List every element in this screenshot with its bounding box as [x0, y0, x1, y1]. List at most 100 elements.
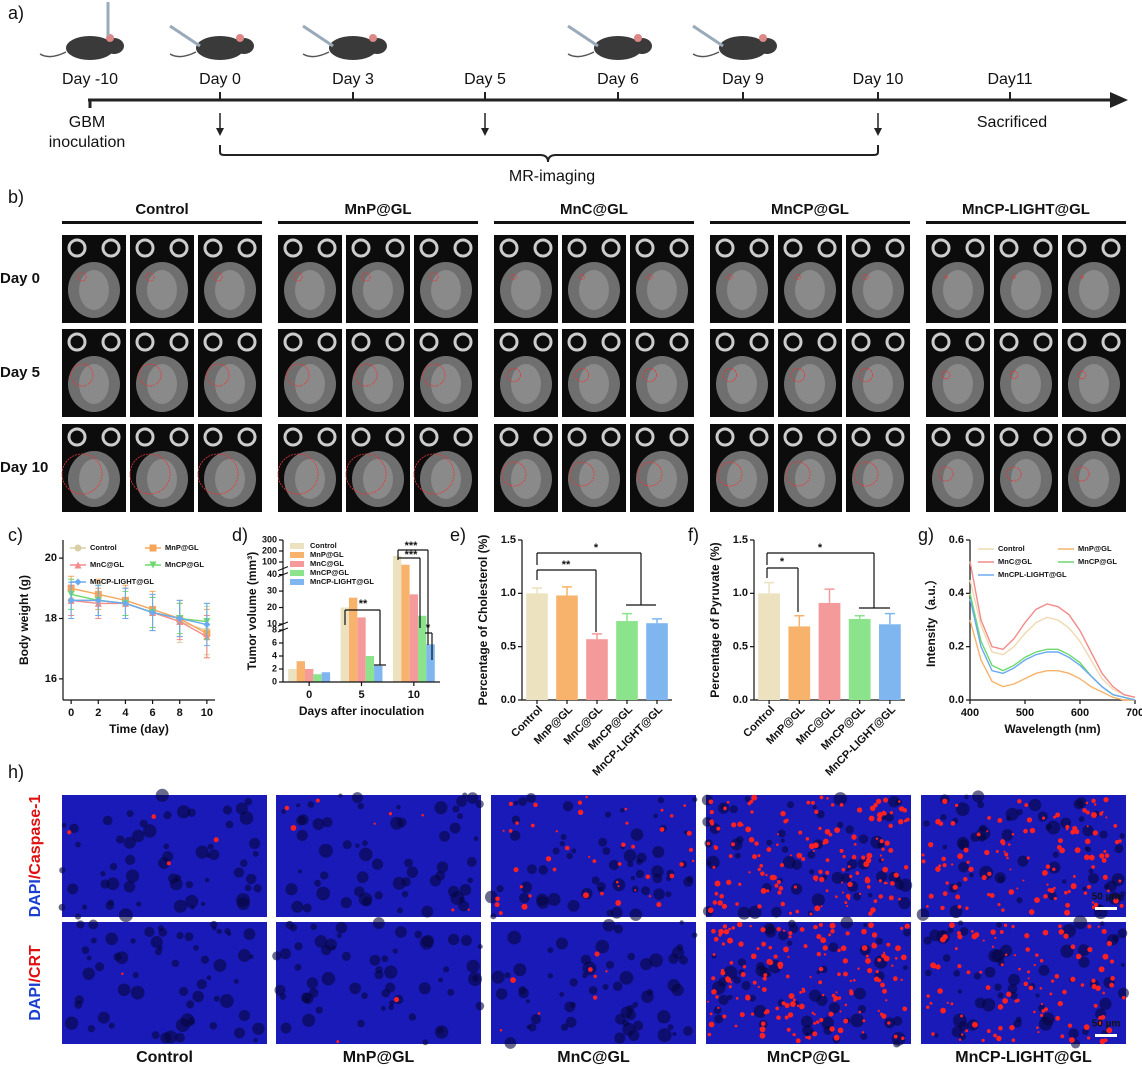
red-signal	[812, 875, 819, 881]
dark-spot	[136, 901, 142, 907]
red-signal	[1102, 874, 1108, 880]
red-signal	[950, 821, 956, 826]
red-signal	[837, 996, 842, 1000]
dark-spot	[808, 989, 822, 1002]
mri-eye	[715, 332, 735, 352]
dark-spot	[640, 958, 653, 971]
y-tick-label: 16	[45, 673, 57, 685]
red-signal	[752, 980, 757, 985]
red-signal	[991, 945, 995, 948]
red-signal	[290, 825, 297, 831]
red-signal	[873, 899, 878, 903]
red-signal	[739, 1012, 745, 1018]
red-signal	[451, 908, 455, 912]
tumor-outline	[354, 363, 378, 387]
tumor-outline	[723, 367, 738, 382]
mri-brain-core	[79, 459, 109, 499]
dark-spot	[310, 923, 317, 931]
legend-label: MnCP@GL	[310, 568, 349, 577]
red-signal	[1106, 1027, 1113, 1034]
dark-spot	[841, 873, 851, 883]
legend-label: Control	[90, 543, 117, 552]
legend-swatch	[290, 552, 304, 558]
mri-eye	[351, 238, 371, 258]
red-signal	[942, 798, 948, 805]
imaging-bracket	[219, 145, 879, 163]
mri-eye	[851, 427, 871, 447]
dark-spot	[406, 866, 418, 878]
y-tick-label: 200	[262, 545, 277, 555]
red-signal	[865, 954, 869, 958]
dark-spot	[612, 981, 623, 991]
red-signal	[841, 891, 844, 894]
red-signal	[754, 841, 759, 846]
red-signal	[564, 845, 570, 851]
mri-eye	[135, 427, 155, 447]
legend-label: MnCP-LIGHT@GL	[90, 577, 154, 586]
red-signal	[1099, 1038, 1106, 1045]
mri-eye	[749, 238, 769, 258]
red-signal	[902, 808, 908, 813]
red-signal	[761, 941, 766, 947]
x-tick-label: 6	[150, 707, 156, 719]
red-signal	[973, 932, 980, 938]
x-axis-title: Time (day)	[109, 722, 169, 736]
timeline-arrowhead	[1110, 92, 1128, 108]
red-signal	[1035, 953, 1039, 957]
red-signal	[588, 967, 593, 972]
dark-spot	[61, 822, 67, 828]
dark-spot	[75, 841, 81, 848]
red-signal	[882, 811, 887, 816]
dark-spot	[130, 938, 136, 944]
red-signal	[805, 837, 810, 841]
dark-spot	[560, 1023, 569, 1031]
mri-brain-core	[863, 270, 893, 310]
red-signal	[785, 818, 789, 823]
dark-spot	[397, 907, 403, 914]
red-signal	[841, 867, 846, 872]
red-signal	[545, 856, 552, 862]
dark-spot	[86, 955, 92, 961]
fluorescence-image	[491, 922, 696, 1044]
mri-brain-core	[431, 270, 461, 310]
red-signal	[706, 841, 711, 846]
red-signal	[825, 889, 829, 893]
dark-spot	[158, 857, 170, 869]
red-signal	[1064, 909, 1071, 916]
red-signal	[957, 964, 962, 969]
mri-brain-core	[727, 270, 757, 310]
dark-spot	[559, 991, 565, 997]
red-signal	[876, 816, 882, 822]
dark-spot	[627, 952, 636, 961]
dark-spot	[748, 994, 756, 1002]
red-signal	[1091, 865, 1095, 869]
y-tick-label: 40	[267, 569, 277, 579]
mri-eye	[385, 332, 405, 352]
red-signal	[828, 1011, 834, 1017]
red-signal	[921, 853, 925, 857]
dark-spot	[206, 975, 212, 981]
red-signal	[881, 953, 887, 959]
dark-spot	[252, 1022, 265, 1035]
dark-spot	[294, 942, 303, 951]
mri-eye	[169, 238, 189, 258]
tumor-outline	[643, 367, 658, 382]
dark-spot	[116, 835, 125, 844]
dark-spot	[536, 896, 550, 909]
legend-label: MnC@GL	[998, 557, 1032, 566]
red-signal	[1093, 902, 1099, 907]
dark-spot	[434, 801, 448, 815]
red-signal	[1046, 883, 1049, 886]
dark-spot	[520, 881, 533, 893]
red-signal	[555, 830, 558, 833]
red-signal	[1001, 841, 1006, 846]
red-signal	[752, 854, 758, 860]
red-signal	[1017, 799, 1022, 804]
y-tick-label: 1.5	[733, 534, 748, 546]
dark-spot	[239, 811, 254, 825]
dark-spot	[108, 1022, 115, 1029]
series-line	[969, 579, 1136, 699]
dark-spot	[107, 899, 114, 906]
tumor-outline	[569, 461, 595, 487]
dark-spot	[369, 954, 381, 966]
